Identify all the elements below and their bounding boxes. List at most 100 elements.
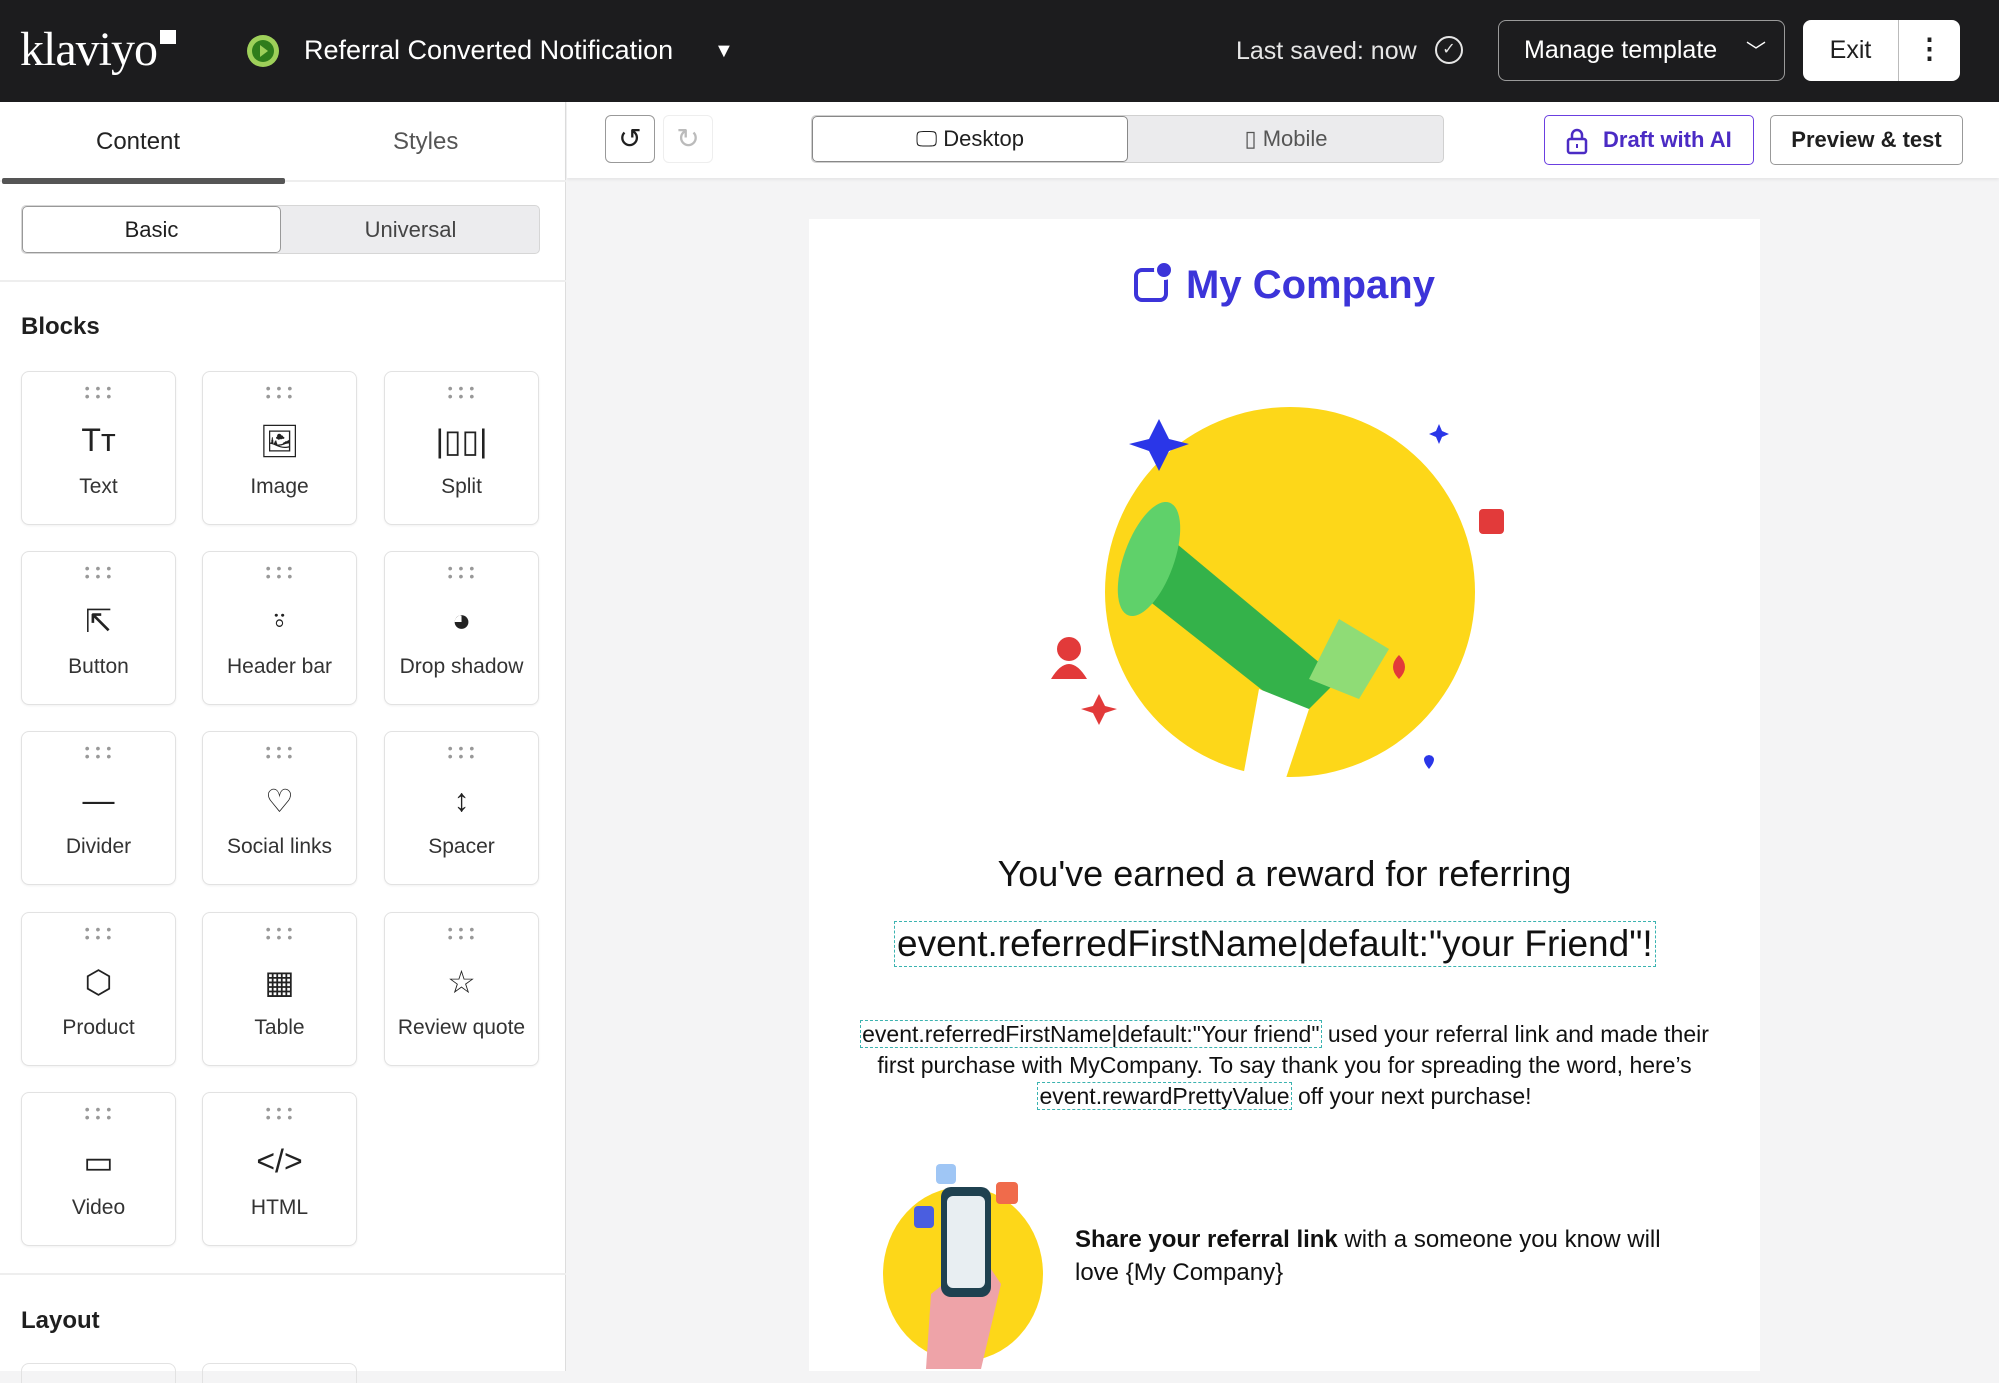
drag-handle-icon[interactable]: • • • • • • <box>84 560 113 584</box>
body-text-part: off your next purchase! <box>1291 1083 1532 1109</box>
drag-handle-icon[interactable]: • • • • • • <box>265 380 294 404</box>
drag-handle-icon[interactable]: • • • • • • <box>265 560 294 584</box>
phone-share-illustration[interactable] <box>881 1164 1051 1369</box>
check-circle-icon: ✓ <box>1435 36 1463 64</box>
share-referral-text[interactable]: Share your referral link with a someone … <box>1075 1223 1675 1289</box>
drop-shadow-icon: ◕ <box>451 602 472 638</box>
block-tile-drop-shadow[interactable]: • • • • • • ◕ Drop shadow <box>384 551 539 705</box>
block-tile-video[interactable]: • • • • • • ▭ Video <box>21 1092 176 1246</box>
last-saved-status: Last saved: now <box>1236 37 1417 65</box>
share-bold-text: Share your referral link <box>1075 1226 1338 1253</box>
undo-icon[interactable]: ↺ <box>605 115 655 163</box>
block-tile-social-links[interactable]: • • • • • • ♡ Social links <box>202 731 357 885</box>
block-tile-divider[interactable]: • • • • • • — Divider <box>21 731 176 885</box>
drag-handle-icon[interactable]: • • • • • • <box>84 921 113 945</box>
active-tab-indicator <box>2 178 285 184</box>
merge-tag-reward-value[interactable]: event.rewardPrettyValue <box>1037 1082 1292 1110</box>
vertical-arrows-icon: ↕ <box>453 782 470 818</box>
preview-test-button[interactable]: Preview & test <box>1770 115 1963 165</box>
layout-heading: Layout <box>21 1307 100 1334</box>
segment-universal[interactable]: Universal <box>364 217 457 242</box>
body-text-part: used your referral link and made their f… <box>877 1021 1709 1078</box>
manage-template-button[interactable]: Manage template ﹀ <box>1498 20 1785 81</box>
block-tile-text[interactable]: • • • • • • Tт Text <box>21 371 176 525</box>
template-title[interactable]: Referral Converted Notification <box>304 35 674 65</box>
device-toggle: 🖵 Desktop ▯ Mobile <box>811 115 1444 163</box>
email-canvas[interactable]: My Company You've earned a reward for re… <box>809 219 1760 1371</box>
block-tile-image[interactable]: • • • • • • 🖼 Image <box>202 371 357 525</box>
tab-styles[interactable]: Styles <box>393 128 459 155</box>
block-tile-spacer[interactable]: • • • • • • ↕ Spacer <box>384 731 539 885</box>
block-label: Review quote <box>397 1016 526 1039</box>
drag-handle-icon[interactable]: • • • • • • <box>447 921 476 945</box>
top-bar: klaviyo Referral Converted Notification … <box>0 0 1999 102</box>
block-type-toggle: Basic Universal <box>21 205 540 254</box>
desktop-label: Desktop <box>943 126 1025 151</box>
exit-group: Exit ⋮ <box>1803 20 1960 81</box>
drag-handle-icon[interactable]: • • • • • • <box>84 740 113 764</box>
block-tile-html[interactable]: • • • • • • </> HTML <box>202 1092 357 1246</box>
block-label: Product <box>62 1016 135 1039</box>
block-tile-header-bar[interactable]: • • • • • • ⍤ Header bar <box>202 551 357 705</box>
split-icon: |▯▯| <box>435 423 488 459</box>
klaviyo-logo[interactable]: klaviyo <box>20 23 158 76</box>
merge-tag-referred-name[interactable]: event.referredFirstName|default:"Your fr… <box>860 1020 1322 1048</box>
block-label: Social links <box>226 835 333 858</box>
drag-handle-icon[interactable]: • • • • • • <box>265 740 294 764</box>
lock-icon <box>1566 128 1588 155</box>
blocks-heading: Blocks <box>21 313 100 340</box>
redo-icon[interactable]: ↻ <box>663 115 713 163</box>
drag-handle-icon[interactable]: • • • • • • <box>265 921 294 945</box>
block-label: HTML <box>250 1196 309 1219</box>
code-icon: </> <box>256 1143 303 1179</box>
mobile-button[interactable]: ▯ Mobile <box>1128 116 1444 162</box>
block-label: Drop shadow <box>399 655 524 678</box>
drag-handle-icon[interactable]: • • • • • • <box>447 380 476 404</box>
caret-down-icon[interactable]: ▼ <box>714 40 734 62</box>
layout-tile[interactable] <box>202 1363 357 1383</box>
megaphone-illustration[interactable] <box>1009 379 1559 799</box>
drag-handle-icon[interactable]: • • • • • • <box>447 560 476 584</box>
share-rest-text: with a someone you know will love {My Co… <box>1075 1226 1661 1286</box>
block-tile-split[interactable]: • • • • • • |▯▯| Split <box>384 371 539 525</box>
exit-button[interactable]: Exit <box>1803 20 1899 81</box>
divider <box>0 1273 566 1275</box>
block-tile-review-quote[interactable]: • • • • • • ☆ Review quote <box>384 912 539 1066</box>
drag-handle-icon[interactable]: • • • • • • <box>84 380 113 404</box>
tab-content[interactable]: Content <box>96 128 181 155</box>
segment-basic[interactable]: Basic <box>22 206 281 253</box>
layout-tile[interactable] <box>21 1363 176 1383</box>
email-body-text[interactable]: event.referredFirstName|default:"Your fr… <box>859 1019 1710 1112</box>
drag-handle-icon[interactable]: • • • • • • <box>84 1101 113 1125</box>
email-headline[interactable]: You've earned a reward for referring <box>997 853 1572 894</box>
merge-tag-referred-name[interactable]: event.referredFirstName|default:"your Fr… <box>894 921 1656 967</box>
drag-handle-icon[interactable]: • • • • • • <box>447 740 476 764</box>
brand-logo-icon <box>1134 260 1175 302</box>
divider <box>0 280 566 282</box>
video-icon: ▭ <box>83 1144 114 1180</box>
text-icon: Tт <box>81 422 116 458</box>
block-label: Spacer <box>428 835 495 858</box>
mobile-label: Mobile <box>1262 126 1328 151</box>
draft-with-ai-label: Draft with AI <box>1603 127 1732 152</box>
block-tile-table[interactable]: • • • • • • ▦ Table <box>202 912 357 1066</box>
brand-header: My Company <box>809 260 1760 308</box>
live-status-icon <box>247 35 279 67</box>
block-label: Header bar <box>226 655 333 678</box>
draft-with-ai-button[interactable]: Draft with AI <box>1544 115 1754 165</box>
block-tile-product[interactable]: • • • • • • ⬡ Product <box>21 912 176 1066</box>
header-bar-icon: ⍤ <box>269 602 290 638</box>
phone-icon: ▯ <box>1244 126 1263 151</box>
cursor-click-icon: ⇱ <box>85 603 112 639</box>
sidebar: Content Styles Basic Universal Blocks • … <box>0 102 566 1383</box>
block-label: Divider <box>65 835 132 858</box>
more-options-icon[interactable]: ⋮ <box>1915 33 1944 64</box>
drag-handle-icon[interactable]: • • • • • • <box>265 1101 294 1125</box>
block-label: Button <box>68 655 129 678</box>
block-label: Split <box>441 475 482 498</box>
hero-circle <box>1105 407 1475 777</box>
block-tile-button[interactable]: • • • • • • ⇱ Button <box>21 551 176 705</box>
heart-icon: ♡ <box>265 783 294 819</box>
desktop-button[interactable]: 🖵 Desktop <box>812 116 1128 162</box>
block-label: Video <box>71 1196 126 1219</box>
